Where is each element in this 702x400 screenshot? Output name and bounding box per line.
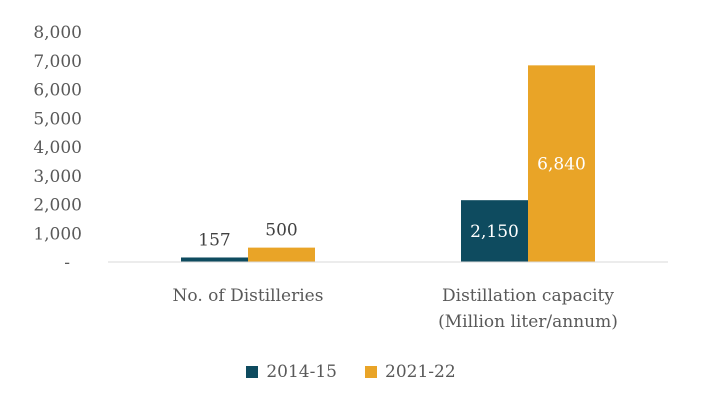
y-tick-label: 6,000 [33,81,82,101]
data-label: 2,150 [470,222,519,242]
data-label: 157 [198,230,230,250]
y-tick-label: 4,000 [33,138,82,158]
y-tick-label: - [64,253,70,273]
category-label: (Million liter/annum) [438,312,618,332]
y-tick-label: 3,000 [33,167,82,187]
bar-2021-22-1 [528,65,595,262]
data-label: 6,840 [537,155,586,175]
legend-label-2021-22: 2021-22 [385,362,456,382]
x-axis-categories: No. of Distilleries Distillation capacity… [173,286,618,332]
legend: 2014-15 2021-22 [0,362,702,382]
legend-swatch-2014-15 [246,366,259,378]
y-tick-label: 8,000 [33,23,82,43]
data-label: 500 [265,221,297,241]
bar-2021-22-0 [248,247,315,262]
legend-item-2021-22: 2021-22 [365,362,456,382]
category-label: Distillation capacity [442,286,614,306]
bars [181,65,595,262]
category-label: No. of Distilleries [173,286,324,306]
data-labels: 157 2,150 500 6,840 [198,155,586,251]
y-tick-label: 1,000 [33,224,82,244]
y-tick-label: 2,000 [33,196,82,216]
y-tick-label: 7,000 [33,52,82,72]
bar-2014-15-1 [461,200,528,262]
bar-2014-15-0 [181,257,248,262]
y-tick-label: 5,000 [33,109,82,129]
legend-label-2014-15: 2014-15 [266,362,337,382]
legend-swatch-2021-22 [365,366,377,378]
y-axis-ticks: - 1,000 2,000 3,000 4,000 5,000 6,000 7,000 8,00… [33,23,82,273]
legend-item-2014-15: 2014-15 [246,362,337,382]
